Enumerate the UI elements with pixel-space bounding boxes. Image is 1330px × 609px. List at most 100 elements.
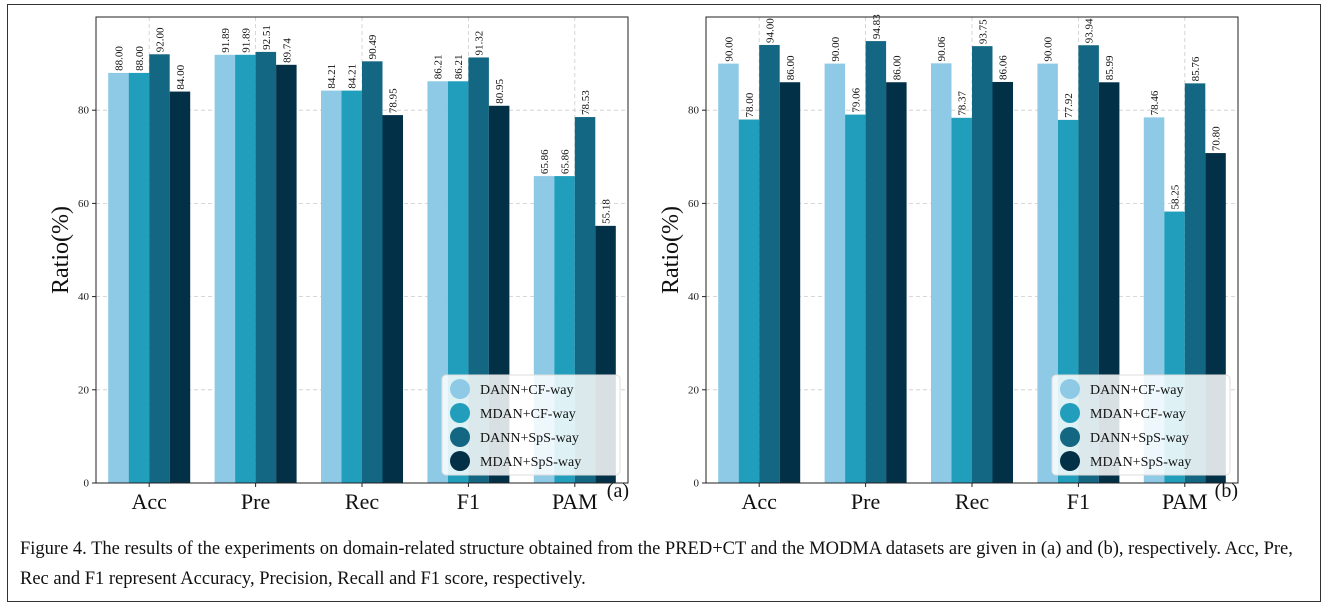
bar-value-label: 77.92 [1063,93,1075,118]
bar [235,54,256,483]
bar [214,54,236,483]
bar-value-label: 65.86 [539,149,551,174]
x-tick-label: F1 [1067,489,1090,514]
figure-charts: 88.00 91.89 84.21 86.21 65.86 88.00 91.89 84.21… [48,14,1239,514]
bar-value-label: 84.21 [347,64,359,89]
bar-value-label: 90.00 [830,36,842,61]
bar-value-label: 84.21 [326,64,338,89]
legend-marker [1060,403,1080,423]
x-tick-label: Acc [131,489,167,514]
bar [824,63,846,483]
bar-value-label: 65.86 [560,149,572,174]
bar-value-label: 94.00 [764,18,776,43]
bar [362,61,383,484]
bar [951,117,972,483]
panel-label: (a) [607,480,629,502]
legend-box [441,374,621,476]
legend-box [1051,374,1231,476]
legend-marker [1060,379,1080,399]
legend-marker [450,379,470,399]
y-tick-label: 0 [84,478,90,490]
chart-panel-a: 88.00 91.89 84.21 86.21 65.86 88.00 91.89 84.21… [48,16,629,514]
bar-value-label: 88.00 [113,46,125,71]
bar [931,63,952,483]
bar [779,82,801,484]
bar-value-label: 84.00 [175,64,187,89]
legend-marker [450,403,470,423]
bar-value-label: 89.74 [281,38,293,63]
bar [255,51,277,483]
legend-label: MDAN+CF-way [480,407,576,422]
legend-marker [1060,427,1080,447]
y-axis-label: Ratio(%) [658,206,684,294]
bar [341,90,362,484]
bar [865,41,887,484]
legend-label: DANN+CF-way [480,383,573,398]
bar [992,81,1013,484]
figure-frame [7,4,1321,602]
bar-value-label: 70.80 [1211,126,1223,151]
bar [972,46,993,483]
bar-value-label: 80.95 [494,79,506,104]
x-tick-label: Rec [345,489,379,514]
x-tick-label: PAM [552,489,598,514]
y-tick-label: 0 [694,478,700,490]
bar-value-label: 91.32 [474,31,486,56]
bar-value-label: 86.06 [998,55,1010,80]
bar-value-label: 79.06 [850,87,862,112]
bar-value-label: 86.00 [785,55,797,80]
bar-value-label: 78.00 [744,92,756,117]
bar [321,90,342,484]
bar-value-label: 78.37 [957,91,969,116]
legend-label: DANN+CF-way [1090,383,1183,398]
legend: DANN+CF-way MDAN+CF-way DANN+SpS-way MDAN+S… [441,374,621,476]
legend-label: MDAN+SpS-way [1090,455,1191,470]
bar [169,91,191,483]
y-tick-label: 60 [78,198,90,210]
y-axis-label: Ratio(%) [48,206,74,294]
x-tick-label: PAM [1162,489,1208,514]
bar [738,119,760,484]
y-tick-label: 80 [78,105,90,117]
bar-value-label: 86.21 [453,55,465,80]
bar-value-label: 94.83 [871,14,883,39]
bar-value-label: 78.95 [388,88,400,113]
bar-value-label: 93.94 [1084,18,1096,43]
x-tick-label: Pre [851,489,880,514]
bar-value-label: 91.89 [220,28,232,53]
bar [276,64,297,484]
legend-marker [1060,451,1080,471]
bar-value-label: 78.53 [580,90,592,115]
bar-value-label: 86.21 [433,55,445,80]
bar-value-label: 90.49 [367,34,379,59]
chart-panel-b: 90.00 90.00 90.06 90.00 78.46 78.00 79.06 78.37… [658,14,1239,514]
x-tick-label: Acc [741,489,777,514]
bar [128,72,150,484]
bar [718,63,739,483]
bar-value-label: 90.00 [1043,36,1055,61]
bar [382,115,403,483]
bar-value-label: 55.18 [601,199,613,224]
legend: DANN+CF-way MDAN+CF-way DANN+SpS-way MDAN+S… [1051,374,1231,476]
x-tick-label: Pre [241,489,270,514]
bar [759,44,780,484]
legend-marker [450,451,470,471]
bar-value-label: 88.00 [134,46,146,71]
bar [108,72,129,484]
bar-value-label: 85.99 [1104,55,1116,80]
x-tick-label: F1 [457,489,480,514]
legend-label: MDAN+CF-way [1090,407,1186,422]
bar-value-label: 91.89 [240,28,252,53]
bar [845,114,866,484]
bar-value-label: 58.25 [1170,184,1182,209]
legend-label: DANN+SpS-way [1090,431,1189,446]
y-tick-label: 60 [688,198,700,210]
bar-value-label: 78.46 [1149,90,1161,115]
bar [149,54,170,483]
legend-marker [450,427,470,447]
panel-label: (b) [1215,480,1238,502]
bar-value-label: 90.06 [936,36,948,61]
x-tick-label: Rec [955,489,989,514]
bar-value-label: 92.00 [154,27,166,52]
y-tick-label: 40 [688,291,700,303]
